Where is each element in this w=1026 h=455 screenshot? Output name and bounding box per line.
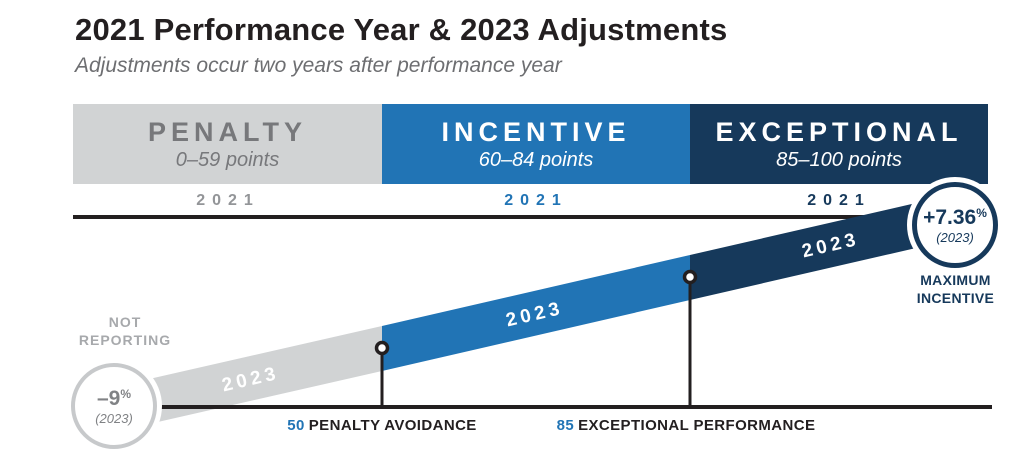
year-label-incentive: 2021 (504, 192, 568, 209)
incentive-adjustment-unit: % (976, 205, 987, 220)
band-penalty-range: 0–59 points (175, 149, 280, 172)
marker-dot-85 (682, 269, 698, 285)
page-title: 2021 Performance Year & 2023 Adjustments (75, 12, 728, 47)
band-exceptional-range: 85–100 points (776, 149, 902, 172)
not-reporting-caption-line2: REPORTING (78, 332, 172, 349)
threshold-50-text: PENALTY AVOIDANCE (308, 417, 477, 434)
band-incentive: INCENTIVE 60–84 points (382, 104, 690, 184)
penalty-adjustment-number: –9 (96, 386, 121, 410)
band-incentive-range: 60–84 points (478, 149, 594, 172)
year-label-exceptional: 2021 (807, 192, 871, 209)
threshold-label-85: 85 EXCEPTIONAL PERFORMANCE (526, 417, 846, 434)
ribbon-segment-incentive (382, 255, 690, 371)
penalty-adjustment-note: (2023) (95, 410, 133, 426)
ribbon-segment-exceptional (690, 194, 955, 300)
score-bands: PENALTY 0–59 points INCENTIVE 60–84 poin… (73, 104, 988, 184)
maximum-incentive-caption-line1: MAXIMUM (920, 272, 991, 288)
maximum-incentive-caption: MAXIMUM INCENTIVE (893, 271, 1018, 307)
incentive-adjustment-note: (2023) (936, 229, 974, 245)
penalty-adjustment-value: –9% (97, 388, 131, 409)
band-penalty-label: PENALTY (147, 116, 307, 147)
band-incentive-label: INCENTIVE (441, 116, 631, 147)
band-penalty: PENALTY 0–59 points (73, 104, 382, 184)
penalty-adjustment-unit: % (120, 386, 132, 401)
incentive-endpoint-circle: +7.36% (2023) (912, 182, 998, 268)
page-subtitle: Adjustments occur two years after perfor… (75, 54, 562, 77)
not-reporting-caption: NOT REPORTING (55, 313, 195, 349)
marker-dot-50 (374, 340, 390, 356)
year-label-penalty: 2021 (196, 192, 260, 209)
penalty-endpoint-circle: –9% (2023) (71, 363, 157, 449)
incentive-adjustment-value: +7.36% (923, 207, 987, 228)
band-exceptional: EXCEPTIONAL 85–100 points (690, 104, 988, 184)
band-exceptional-label: EXCEPTIONAL (715, 116, 963, 147)
incentive-adjustment-number: +7.36 (923, 205, 977, 229)
threshold-50-score: 50 (287, 417, 305, 434)
maximum-incentive-caption-line2: INCENTIVE (916, 290, 995, 307)
threshold-85-score: 85 (556, 417, 575, 434)
not-reporting-caption-line1: NOT (108, 314, 142, 330)
threshold-label-50: 50 PENALTY AVOIDANCE (222, 417, 542, 434)
threshold-85-text: EXCEPTIONAL PERFORMANCE (578, 417, 816, 434)
